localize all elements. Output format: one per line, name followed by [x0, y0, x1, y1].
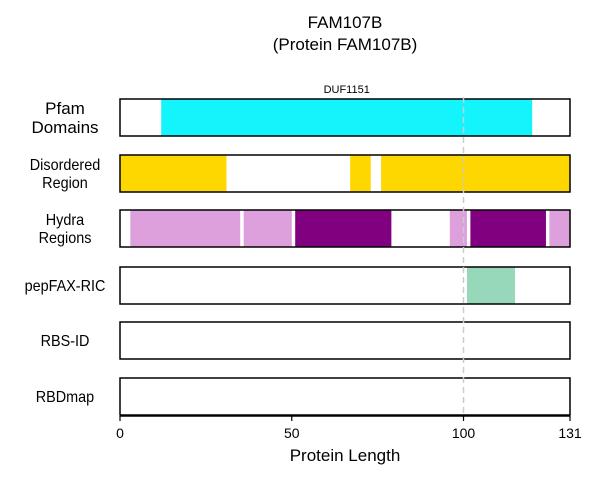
track-0-label-line-1: Domains	[31, 118, 98, 137]
x-tick-label-0: 0	[116, 425, 124, 441]
track-3-frame	[119, 266, 571, 305]
x-axis-label: Protein Length	[290, 446, 401, 465]
tracks-group: DUF1151PfamDomainsDisorderedRegionHydraR…	[25, 84, 571, 416]
track-4-label-line-0: RBS-ID	[41, 332, 90, 350]
track-3: pepFAX-RIC	[25, 266, 571, 305]
track-2-segment-0	[130, 210, 241, 247]
track-1-segment-0	[120, 155, 227, 192]
track-5-label-line-0: RBDmap	[36, 388, 94, 406]
track-1-label-line-1: Region	[42, 174, 88, 192]
track-5-frame	[119, 377, 571, 416]
track-2-segment-1	[243, 210, 292, 247]
track-0-frame	[119, 98, 571, 137]
track-2-label-line-0: Hydra	[46, 211, 85, 229]
track-2-segment-3	[449, 210, 467, 247]
x-tick-label-2: 100	[452, 425, 476, 441]
track-2-label-line-1: Regions	[39, 229, 92, 247]
track-1-label-line-0: Disordered	[30, 156, 100, 174]
track-0-segment-0	[161, 99, 533, 136]
track-1-segment-1	[350, 155, 371, 192]
track-2-segment-5	[549, 210, 570, 247]
track-3-segment-0	[466, 267, 516, 304]
x-tick-label-1: 50	[284, 425, 300, 441]
x-axis: 0 50 100 131	[116, 415, 582, 441]
track-2-segment-2	[295, 210, 392, 247]
chart-title: FAM107B	[308, 13, 383, 32]
track-1-segment-2	[381, 155, 570, 192]
track-4-frame	[119, 321, 571, 360]
chart-subtitle: (Protein FAM107B)	[273, 35, 418, 54]
x-tick-label-3: 131	[558, 425, 582, 441]
track-5: RBDmap	[36, 377, 571, 416]
track-3-label-line-0: pepFAX-RIC	[25, 277, 106, 295]
track-1-frame	[119, 154, 571, 193]
track-4: RBS-ID	[41, 321, 571, 360]
track-0-segment-0-label: DUF1151	[324, 84, 370, 96]
track-0-label-line-0: Pfam	[45, 99, 85, 118]
track-2-segment-4	[470, 210, 546, 247]
track-2-frame	[119, 209, 571, 248]
